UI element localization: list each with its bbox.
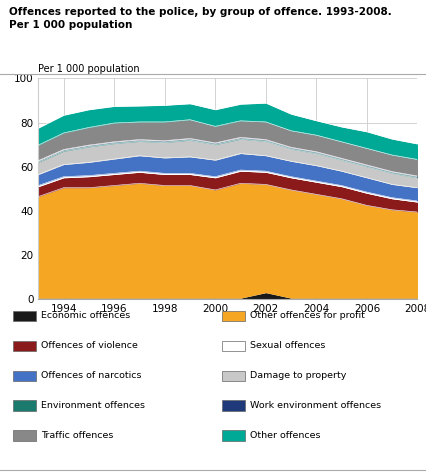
Text: Environment offences: Environment offences [41,401,145,410]
Text: Damage to property: Damage to property [250,371,346,380]
Text: Other offences: Other offences [250,431,320,440]
Text: Per 1 000 population: Per 1 000 population [38,64,140,74]
Text: Offences of violence: Offences of violence [41,342,138,350]
Text: Economic offences: Economic offences [41,312,131,320]
Text: Other offences for profit: Other offences for profit [250,312,365,320]
Text: Offences reported to the police, by group of offence. 1993-2008.
Per 1 000 popul: Offences reported to the police, by grou… [9,7,391,30]
Text: Sexual offences: Sexual offences [250,342,325,350]
Text: Traffic offences: Traffic offences [41,431,114,440]
Text: Offences of narcotics: Offences of narcotics [41,371,142,380]
Text: Work environment offences: Work environment offences [250,401,381,410]
